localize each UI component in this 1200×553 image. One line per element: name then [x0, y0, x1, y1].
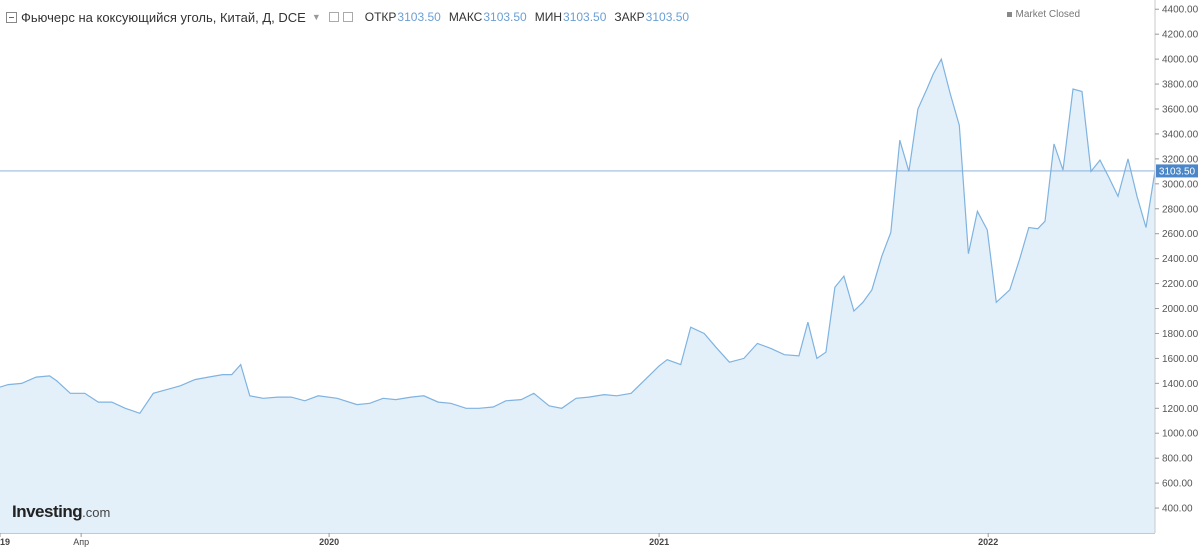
y-tick-label: 4400.00 [1162, 5, 1199, 16]
open-label: ОТКР [364, 10, 397, 24]
x-tick-label: 2021 [649, 537, 669, 547]
y-tick-label: 1400.00 [1162, 379, 1199, 390]
y-tick-label: 1800.00 [1162, 329, 1199, 340]
chevron-down-icon[interactable]: ▼ [311, 12, 321, 22]
investing-logo: Investing.com [12, 502, 110, 522]
high-label: МАКС [448, 10, 483, 24]
market-status: Market Closed [1006, 9, 1080, 20]
close-value: 3103.50 [645, 10, 690, 24]
close-label: ЗАКР [614, 10, 645, 24]
x-tick-label: 2020 [319, 537, 339, 547]
y-tick-label: 4000.00 [1162, 55, 1199, 66]
logo-brand: Investing [12, 502, 83, 521]
y-tick-label: 1600.00 [1162, 354, 1199, 365]
x-tick-label: 2022 [978, 537, 998, 547]
x-tick-label: Апр [73, 537, 89, 547]
chart-title: Фьючерс на коксующийся уголь, Китай, Д, … [21, 9, 306, 25]
x-tick-label: 2019 [0, 537, 10, 547]
y-tick-label: 3600.00 [1162, 105, 1199, 116]
y-tick-label: 2800.00 [1162, 204, 1199, 215]
y-tick-label: 1000.00 [1162, 429, 1199, 440]
y-tick-label: 3800.00 [1162, 80, 1199, 91]
y-tick-label: 1200.00 [1162, 404, 1199, 415]
y-tick-label: 2200.00 [1162, 279, 1199, 290]
y-tick-label: 3400.00 [1162, 129, 1199, 140]
price-area [0, 59, 1155, 533]
y-tick-label: 4200.00 [1162, 30, 1199, 41]
last-price-tag [1156, 164, 1198, 178]
low-value: 3103.50 [563, 10, 607, 24]
y-tick-label: 2000.00 [1162, 304, 1199, 315]
y-tick-label: 3200.00 [1162, 154, 1199, 165]
last-price-tag-label: 3103.50 [1159, 166, 1196, 177]
status-dot-icon [1006, 12, 1012, 17]
y-tick-label: 2600.00 [1162, 229, 1199, 240]
settings-square-icon[interactable] [328, 12, 339, 22]
chart-header: Фьючерс на коксующийся уголь, Китай, Д, … [6, 7, 689, 27]
open-value: 3103.50 [397, 10, 441, 24]
price-line [0, 57, 1156, 415]
y-tick-label: 2400.00 [1162, 254, 1199, 265]
close-square-icon[interactable] [342, 12, 353, 22]
low-label: МИН [534, 10, 563, 24]
y-tick-label: 800.00 [1162, 454, 1193, 465]
y-tick-label: 3000.00 [1162, 179, 1199, 190]
y-tick-label: 400.00 [1162, 504, 1193, 515]
high-value: 3103.50 [483, 10, 527, 24]
market-status-text: Market Closed [1015, 9, 1080, 20]
collapse-icon[interactable] [6, 11, 17, 23]
logo-tld: .com [82, 505, 111, 520]
y-tick-label: 600.00 [1162, 479, 1193, 490]
